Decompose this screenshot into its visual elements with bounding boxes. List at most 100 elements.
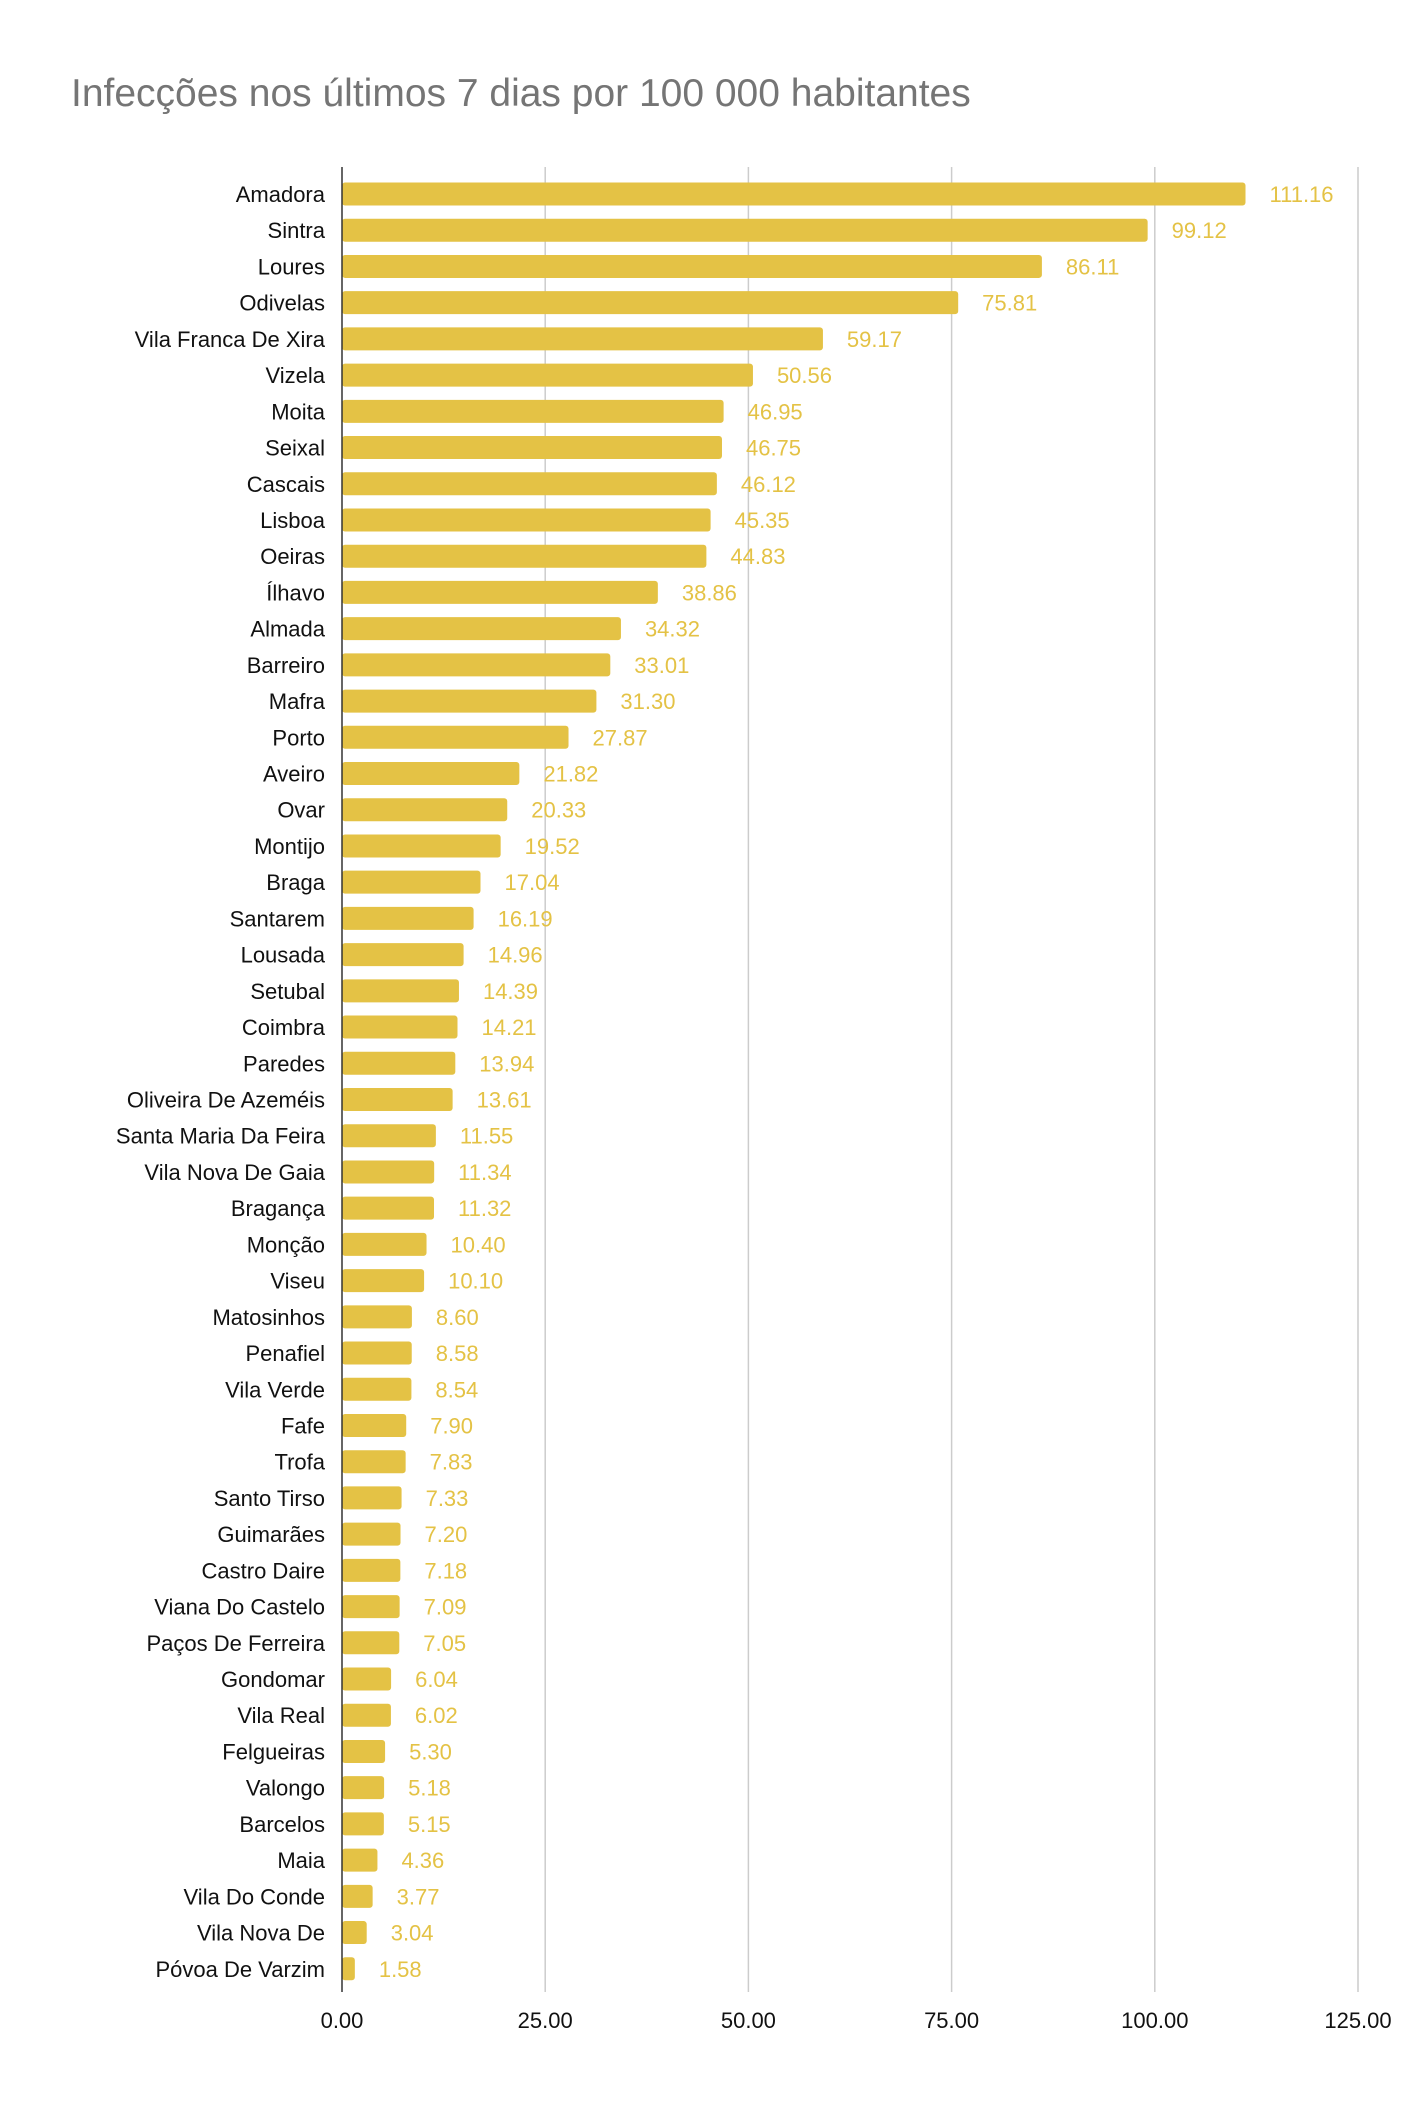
category-label: Santarem <box>230 906 325 931</box>
category-label: Felgueiras <box>222 1739 325 1764</box>
category-label: Trofa <box>274 1450 325 1475</box>
bar <box>342 1558 401 1582</box>
bar <box>342 1486 402 1510</box>
bar <box>342 1269 425 1293</box>
category-label: Guimarães <box>217 1522 325 1547</box>
data-label: 7.83 <box>430 1450 473 1475</box>
data-label: 14.21 <box>481 1015 536 1040</box>
data-label: 7.05 <box>423 1631 466 1656</box>
x-tick-label: 75.00 <box>924 2008 979 2033</box>
bar <box>342 544 707 568</box>
bar <box>342 1015 458 1039</box>
data-label: 7.18 <box>424 1558 467 1583</box>
bar <box>342 1341 412 1365</box>
bar <box>342 1124 436 1148</box>
data-label: 1.58 <box>379 1957 422 1982</box>
data-label: 46.95 <box>748 399 803 424</box>
data-label: 20.33 <box>531 798 586 823</box>
chart-title: Infecções nos últimos 7 dias por 100 000… <box>71 72 971 115</box>
data-label: 10.40 <box>451 1232 506 1257</box>
category-label: Ílhavo <box>266 580 325 605</box>
category-label: Odivelas <box>239 291 325 316</box>
category-label: Paredes <box>243 1051 325 1076</box>
category-label: Vila Verde <box>225 1377 325 1402</box>
data-label: 5.30 <box>409 1739 452 1764</box>
data-label: 33.01 <box>634 653 689 678</box>
bar <box>342 363 753 387</box>
data-label: 31.30 <box>620 689 675 714</box>
category-label: Cascais <box>247 472 325 497</box>
category-label: Montijo <box>254 834 325 859</box>
bar <box>342 943 464 967</box>
data-label: 34.32 <box>645 617 700 642</box>
data-label: 5.15 <box>408 1812 451 1837</box>
bar <box>342 1884 373 1908</box>
category-label: Vila Franca De Xira <box>135 327 326 352</box>
data-label: 27.87 <box>593 725 648 750</box>
data-label: 75.81 <box>982 291 1037 316</box>
category-label: Coimbra <box>242 1015 326 1040</box>
data-label: 11.32 <box>458 1196 511 1221</box>
bar <box>342 798 508 822</box>
bar <box>342 291 959 315</box>
bar <box>342 1377 412 1401</box>
bar <box>342 1196 435 1220</box>
category-label: Ovar <box>277 798 325 823</box>
bar <box>342 436 722 460</box>
category-label: Matosinhos <box>212 1305 325 1330</box>
category-label: Moita <box>271 399 326 424</box>
bar <box>342 1160 435 1184</box>
x-tick-label: 0.00 <box>321 2008 364 2033</box>
data-label: 6.02 <box>415 1703 458 1728</box>
data-label: 46.12 <box>741 472 796 497</box>
bar <box>342 1957 355 1981</box>
category-label: Seixal <box>265 436 325 461</box>
data-label: 45.35 <box>735 508 790 533</box>
data-label: 86.11 <box>1066 254 1119 279</box>
bar <box>342 1631 400 1655</box>
bar <box>342 1232 427 1256</box>
category-label: Santa Maria Da Feira <box>116 1124 326 1149</box>
data-label: 46.75 <box>746 436 801 461</box>
category-label: Oeiras <box>260 544 325 569</box>
category-label: Loures <box>258 254 325 279</box>
bar <box>342 1413 407 1437</box>
bar <box>342 1739 386 1763</box>
bar <box>342 1450 406 1474</box>
category-label: Bragança <box>231 1196 326 1221</box>
bar <box>342 762 520 786</box>
bar <box>342 1848 378 1872</box>
bar <box>342 725 569 749</box>
bar <box>342 1812 384 1836</box>
data-label: 11.34 <box>458 1160 511 1185</box>
data-label: 50.56 <box>777 363 832 388</box>
bar <box>342 906 474 930</box>
category-label: Valongo <box>246 1776 325 1801</box>
data-label: 6.04 <box>415 1667 458 1692</box>
category-label: Gondomar <box>221 1667 325 1692</box>
data-label: 111.16 <box>1270 182 1334 207</box>
data-label: 13.61 <box>477 1088 532 1113</box>
bar <box>342 1703 391 1727</box>
data-label: 14.39 <box>483 979 538 1004</box>
data-label: 59.17 <box>847 327 902 352</box>
data-label: 4.36 <box>401 1848 444 1873</box>
category-label: Paços De Ferreira <box>146 1631 325 1656</box>
bar <box>342 1088 453 1111</box>
bar <box>342 1667 392 1691</box>
data-label: 14.96 <box>488 943 543 968</box>
category-label: Lousada <box>241 943 326 968</box>
bar <box>342 653 611 677</box>
category-label: Braga <box>266 870 325 895</box>
data-label: 99.12 <box>1172 218 1227 243</box>
category-label: Vila Nova De Gaia <box>144 1160 325 1185</box>
bar <box>342 689 597 713</box>
category-label: Vizela <box>265 363 325 388</box>
data-label: 5.18 <box>408 1776 451 1801</box>
data-label: 16.19 <box>498 906 553 931</box>
bar <box>342 399 724 423</box>
bar <box>342 472 717 496</box>
data-label: 13.94 <box>479 1051 534 1076</box>
data-label: 44.83 <box>730 544 785 569</box>
data-label: 3.04 <box>391 1921 434 1946</box>
